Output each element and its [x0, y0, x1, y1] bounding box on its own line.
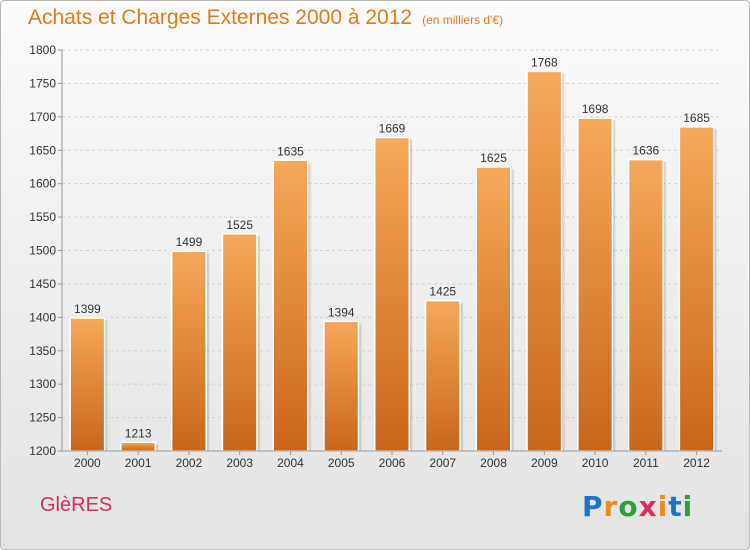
- chart-title: Achats et Charges Externes 2000 à 2012 (e…: [28, 6, 503, 30]
- data-label: 1625: [480, 151, 507, 165]
- bar: [577, 117, 614, 452]
- logo-letter: x: [638, 490, 658, 523]
- logo-letter: o: [618, 490, 639, 523]
- y-tick-label: 1650: [29, 143, 56, 157]
- data-label: 1425: [429, 285, 456, 299]
- x-tick-label: 2008: [480, 456, 507, 470]
- y-tick-label: 1400: [29, 310, 56, 324]
- bar: [221, 233, 258, 452]
- logo-letter: t: [668, 490, 683, 523]
- y-tick-label: 1800: [29, 43, 56, 57]
- data-label: 1394: [328, 305, 355, 319]
- x-tick-label: 2011: [633, 456, 659, 470]
- y-tick-label: 1250: [29, 411, 56, 425]
- x-tick-label: 2001: [125, 456, 152, 470]
- bar: [323, 320, 360, 452]
- y-tick-label: 1600: [29, 177, 56, 191]
- chart-subtitle: (en milliers d'€): [422, 13, 504, 27]
- bar: [424, 299, 461, 452]
- bar: [678, 126, 715, 452]
- data-label: 1635: [277, 144, 304, 158]
- data-label: 1525: [226, 218, 253, 232]
- bar: [526, 70, 563, 452]
- bar: [272, 159, 309, 452]
- bar: [120, 441, 157, 452]
- x-tick-label: 2003: [226, 456, 253, 470]
- x-tick-label: 2005: [328, 456, 355, 470]
- logo-letter: r: [603, 490, 619, 523]
- data-label: 1669: [379, 122, 406, 136]
- x-tick-label: 2012: [683, 456, 710, 470]
- data-label: 1399: [74, 302, 101, 316]
- data-label: 1685: [683, 111, 710, 125]
- x-tick-label: 2006: [379, 456, 406, 470]
- commune-name: GlèRES: [40, 494, 113, 516]
- data-label: 1698: [582, 102, 609, 116]
- data-label: 1768: [531, 55, 558, 69]
- bar: [170, 250, 207, 452]
- x-tick-label: 2004: [277, 456, 304, 470]
- y-tick-label: 1750: [29, 76, 56, 90]
- y-tick-label: 1300: [29, 377, 56, 391]
- x-tick-label: 2000: [74, 456, 101, 470]
- y-tick-label: 1550: [29, 210, 56, 224]
- logo-letter: i: [657, 490, 669, 523]
- logo-letter: i: [682, 490, 694, 523]
- x-tick-label: 2007: [429, 456, 456, 470]
- data-label: 1636: [632, 144, 659, 158]
- data-label: 1213: [125, 426, 152, 440]
- y-tick-label: 1500: [29, 244, 56, 258]
- y-tick-label: 1350: [29, 344, 56, 358]
- logo-letter: P: [582, 490, 604, 523]
- x-tick-label: 2009: [531, 456, 558, 470]
- proxiti-logo[interactable]: Proxiti: [582, 490, 693, 523]
- data-label: 1499: [176, 235, 203, 249]
- bar: [373, 136, 411, 452]
- chart-title-text: Achats et Charges Externes 2000 à 2012: [28, 6, 413, 29]
- bar: [627, 158, 664, 452]
- bar: [475, 166, 512, 452]
- y-tick-label: 1700: [29, 110, 56, 124]
- bar: [69, 317, 106, 452]
- x-tick-label: 2010: [582, 456, 609, 470]
- x-tick-label: 2002: [176, 456, 203, 470]
- y-tick-label: 1200: [29, 444, 56, 458]
- y-tick-label: 1450: [29, 277, 56, 291]
